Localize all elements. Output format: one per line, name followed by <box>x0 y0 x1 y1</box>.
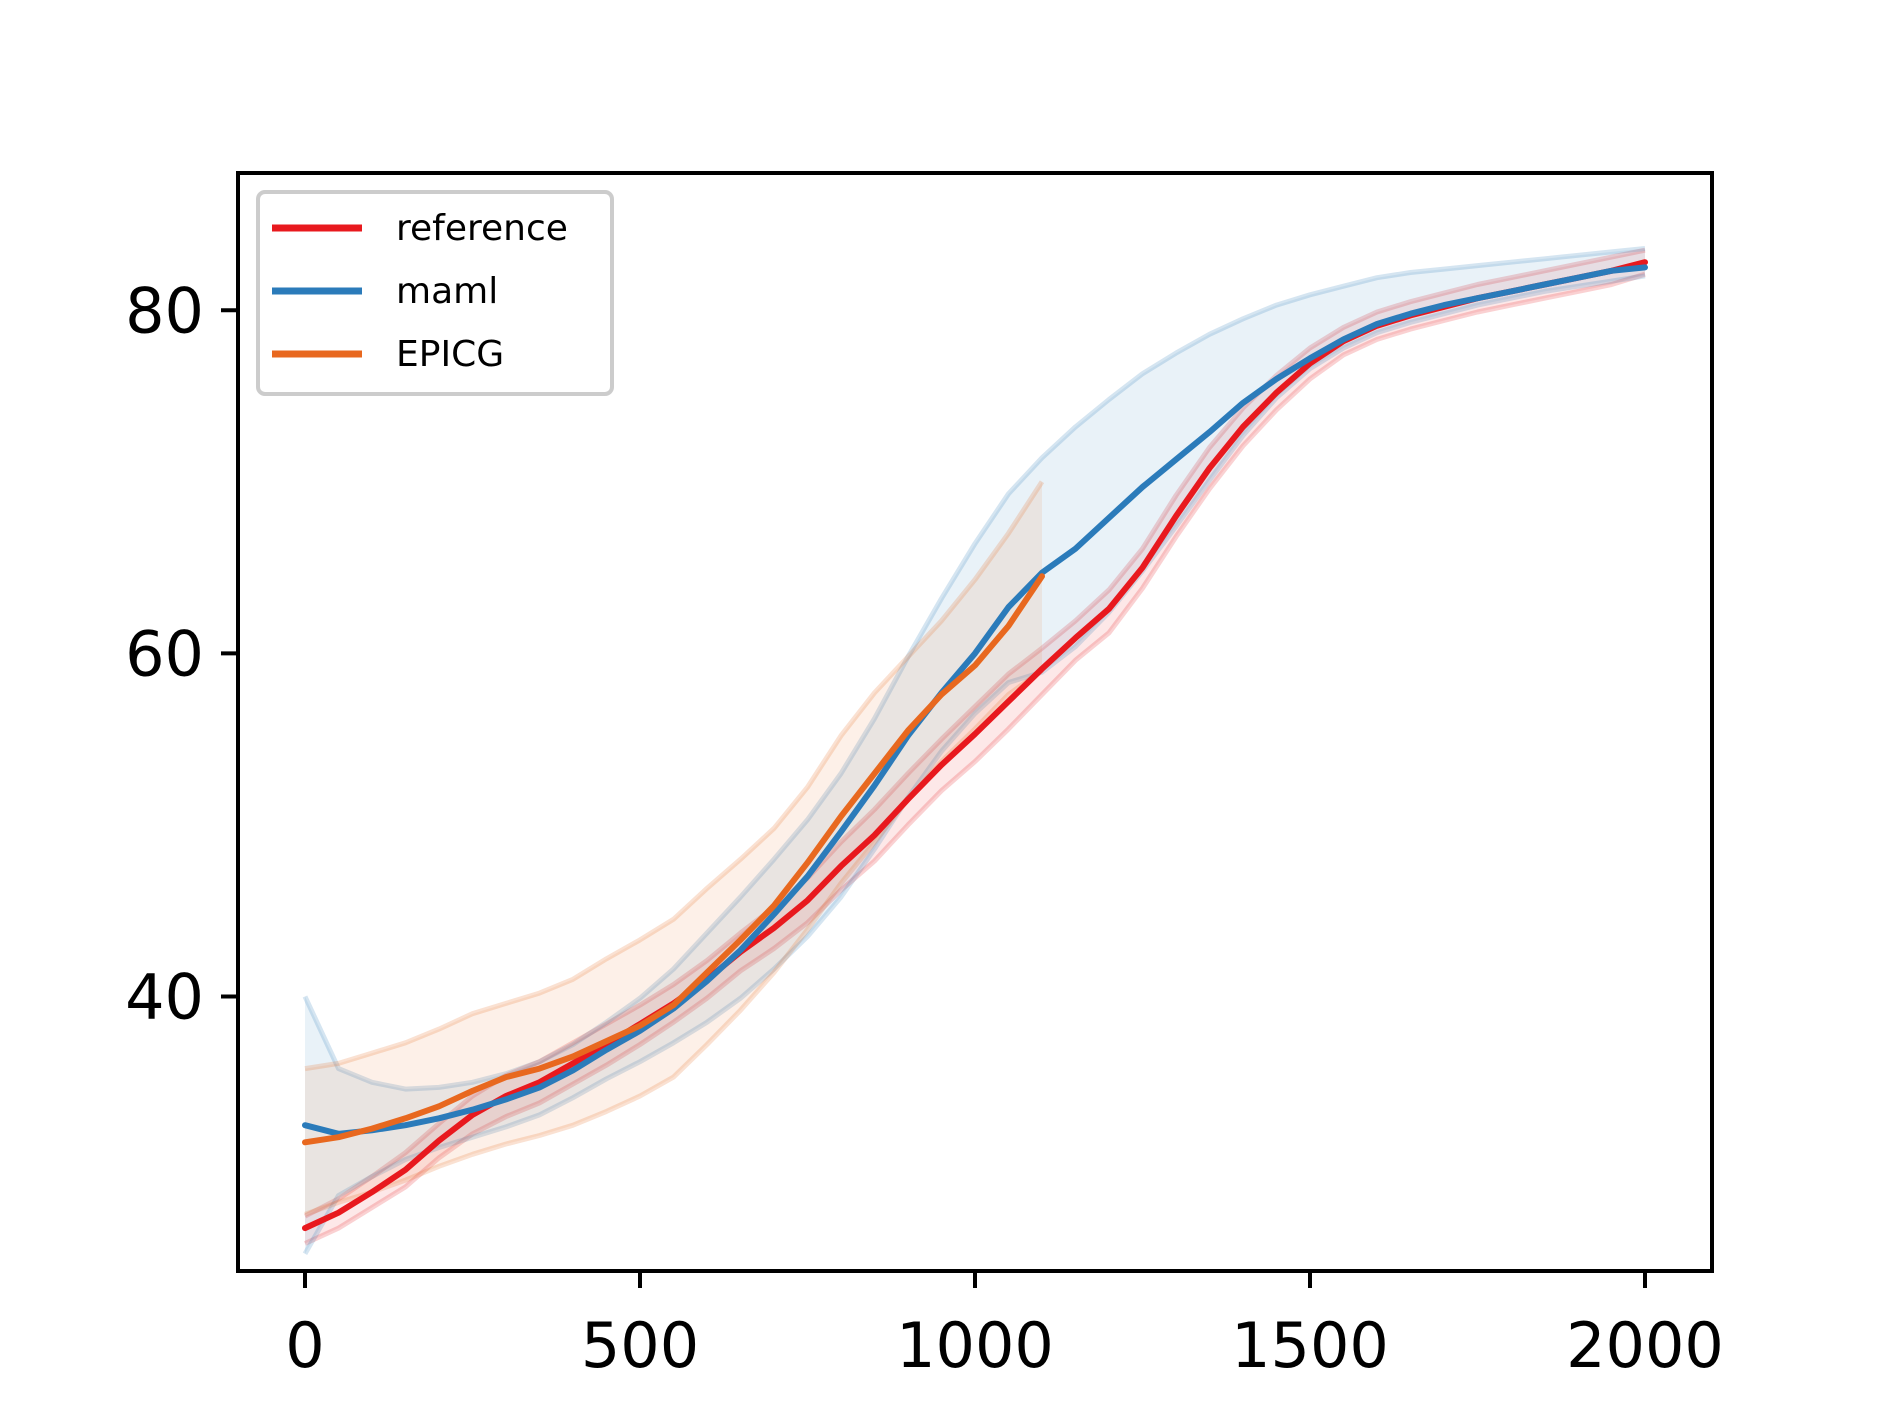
reference-band <box>305 250 1645 1244</box>
legend: reference maml EPICG <box>256 190 614 396</box>
x-tick-label: 0 <box>285 1309 324 1382</box>
maml-band <box>305 248 1645 1254</box>
y-tick-label: 80 <box>125 274 204 347</box>
x-tick-label: 1000 <box>896 1309 1054 1382</box>
x-tick-label: 500 <box>581 1309 699 1382</box>
x-axis: 0 500 1000 1500 2000 <box>285 1271 1724 1382</box>
y-axis: 40 60 80 <box>125 274 238 1034</box>
legend-label-epicg: EPICG <box>396 334 504 375</box>
maml-line <box>302 264 1648 1137</box>
series-lines <box>302 259 1648 1232</box>
epicg-band-upper-edge <box>304 480 1045 1072</box>
y-tick-label: 60 <box>125 617 204 690</box>
legend-box <box>256 190 614 396</box>
reference-band-lower-edge <box>303 271 1646 1246</box>
x-tick-label: 1500 <box>1231 1309 1389 1382</box>
legend-label-reference: reference <box>396 208 568 249</box>
epicg-band <box>305 481 1042 1215</box>
legend-label-maml: maml <box>396 271 498 312</box>
maml-band-upper-edge <box>302 246 1646 1092</box>
epicg-line <box>302 573 1045 1146</box>
maml-band-lower-edge <box>302 273 1646 1256</box>
x-tick-label: 2000 <box>1566 1309 1724 1382</box>
reference-band-upper-edge <box>303 247 1646 1219</box>
y-tick-label: 40 <box>125 961 204 1034</box>
